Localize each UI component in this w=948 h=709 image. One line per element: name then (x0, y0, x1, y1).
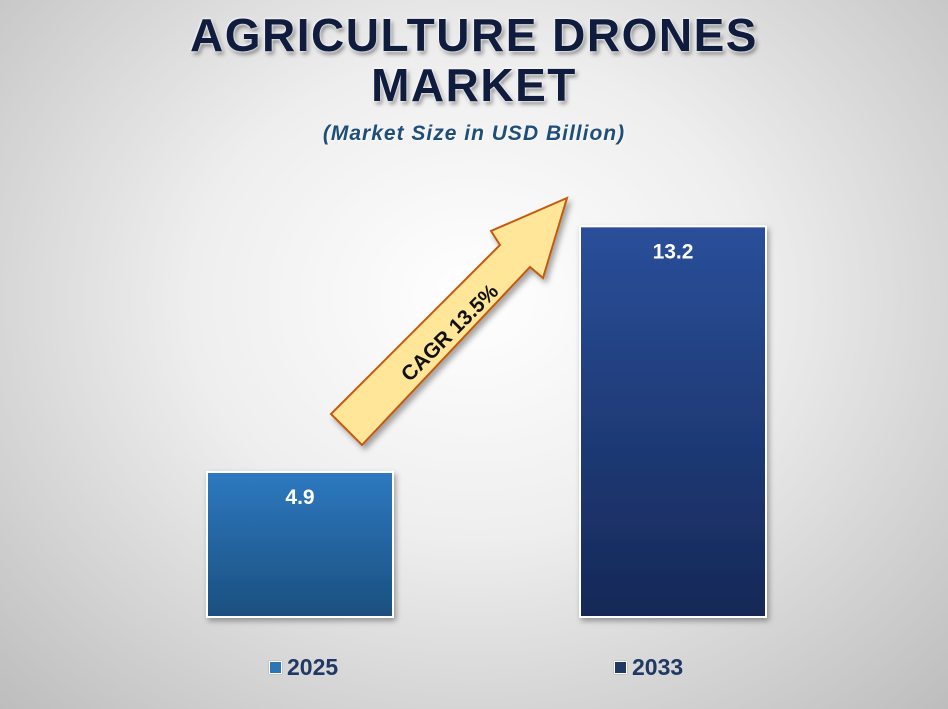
chart-title: AGRICULTURE DRONES MARKET (0, 10, 948, 110)
legend-label-2033: 2033 (632, 653, 684, 680)
chart-title-line-1: AGRICULTURE DRONES (190, 9, 758, 61)
legend-item-2025: 2025 (269, 654, 338, 680)
cagr-arrow: CAGR 13.5% (329, 196, 569, 447)
data-label-2033: 13.2 (653, 240, 694, 263)
bar-2025 (206, 470, 394, 618)
legend-swatch-2033 (614, 660, 627, 674)
legend-item-2033: 2033 (614, 654, 683, 680)
chart-title-line-2: MARKET (371, 59, 577, 111)
bar-2033 (579, 225, 767, 618)
data-label-2025: 4.9 (285, 486, 314, 509)
legend-label-2025: 2025 (287, 653, 339, 680)
chart-subtitle: (Market Size in USD Billion) (322, 122, 626, 145)
cagr-arrow-shape (329, 196, 569, 447)
legend-swatch-2025 (269, 660, 282, 674)
